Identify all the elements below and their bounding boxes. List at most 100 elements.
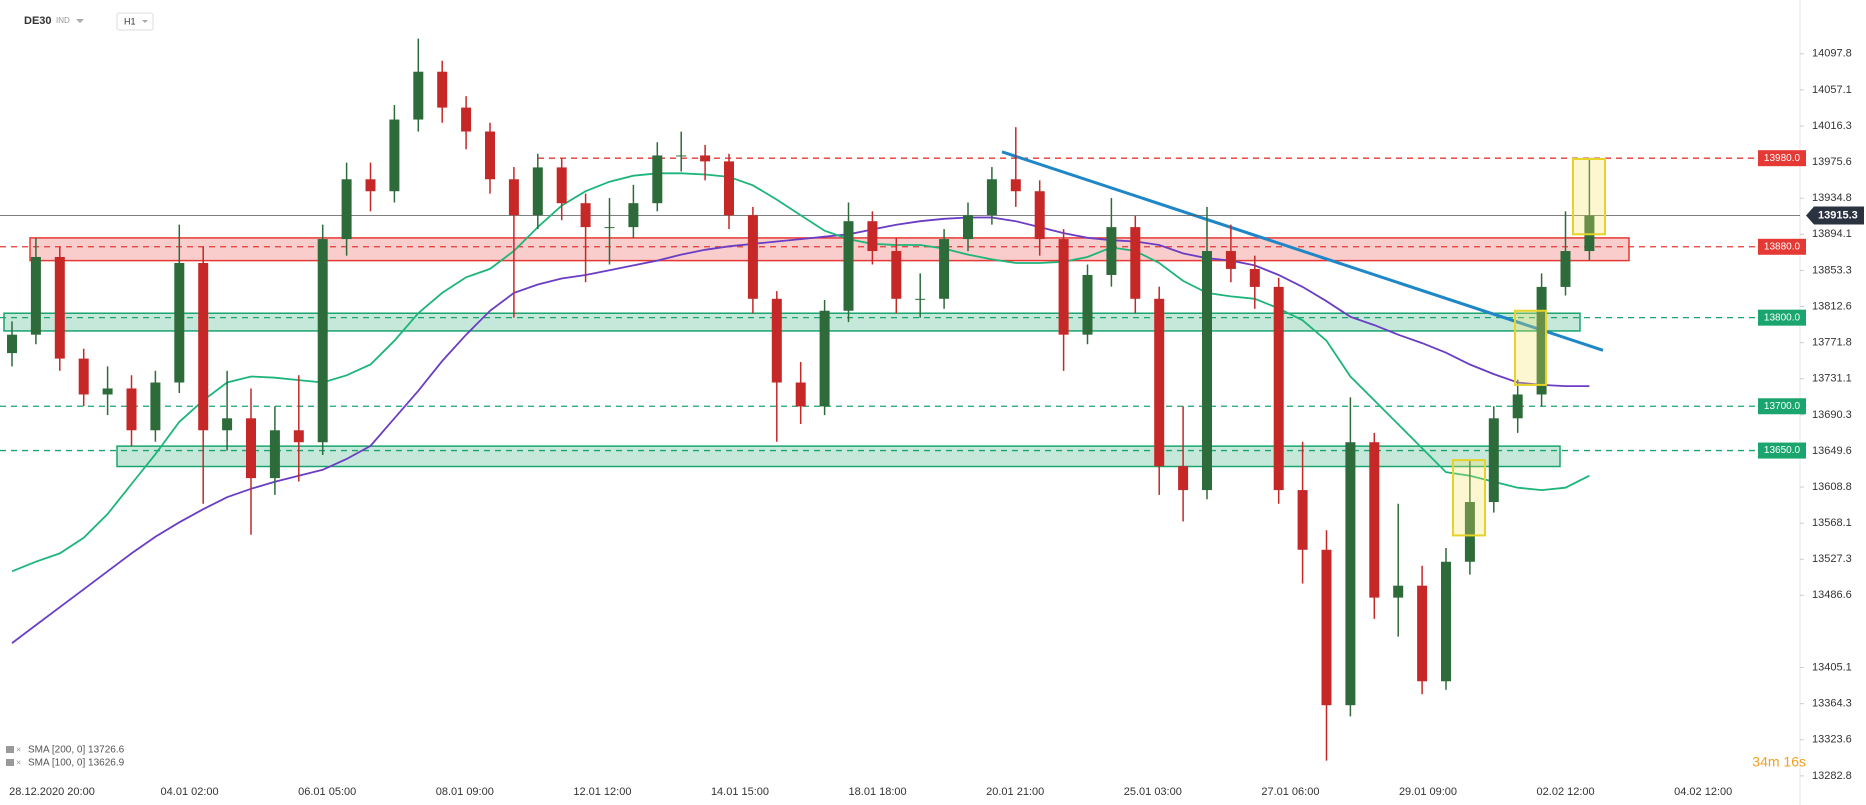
candle-body xyxy=(1417,585,1428,682)
x-tick-label: 25.01 03:00 xyxy=(1124,786,1182,798)
candle-body xyxy=(269,430,280,479)
market: IND xyxy=(56,16,70,25)
x-tick-label: 04.01 02:00 xyxy=(161,786,219,798)
level-label: 13700.0 xyxy=(1764,401,1801,412)
candle-body xyxy=(1130,227,1141,299)
y-tick-label: 13608.8 xyxy=(1812,481,1852,493)
candle-body xyxy=(1393,585,1404,598)
interval-arrow xyxy=(142,20,148,23)
candle-body xyxy=(676,155,687,157)
sma-line xyxy=(11,172,1590,573)
dropdown-arrow[interactable] xyxy=(76,19,84,23)
candle-body xyxy=(1297,490,1308,550)
zone xyxy=(29,237,1630,262)
x-tick-label: 12.01 12:00 xyxy=(573,786,631,798)
legend-icon xyxy=(6,746,14,753)
y-tick-label: 13934.8 xyxy=(1812,192,1852,204)
candle-body xyxy=(198,262,209,431)
candle-body xyxy=(1536,286,1547,395)
candle-body xyxy=(1202,251,1212,491)
legend-entry: SMA [100, 0] 13626.9 xyxy=(28,758,125,769)
candle-body xyxy=(986,179,997,216)
x-tick-label: 06.01 05:00 xyxy=(298,786,356,798)
candle-body xyxy=(7,334,17,354)
candle-body xyxy=(461,107,472,132)
candle-body xyxy=(341,179,352,240)
candle-body xyxy=(174,262,185,383)
y-tick-label: 13364.3 xyxy=(1812,698,1852,710)
candle-body xyxy=(939,239,950,299)
candle-body xyxy=(915,298,926,300)
candle-body xyxy=(317,239,328,443)
candle-body xyxy=(1273,286,1284,491)
level-label-box xyxy=(1758,150,1806,167)
y-tick-label: 13527.3 xyxy=(1812,553,1852,565)
current-price-box xyxy=(1806,206,1864,225)
interval[interactable]: H1 xyxy=(124,16,136,26)
candle-body xyxy=(843,221,854,311)
candle-body xyxy=(1464,502,1475,562)
y-tick-label: 14016.3 xyxy=(1812,120,1852,132)
x-tick-label: 08.01 09:00 xyxy=(436,786,494,798)
y-tick-label: 13690.3 xyxy=(1812,409,1852,421)
x-tick-label: 02.02 12:00 xyxy=(1537,786,1595,798)
y-tick-label: 13894.1 xyxy=(1812,228,1852,240)
candle-body xyxy=(293,430,304,443)
candle-body xyxy=(222,418,233,431)
candle-body xyxy=(389,119,400,192)
level-label: 13650.0 xyxy=(1764,445,1801,456)
candle-body xyxy=(78,358,89,395)
y-tick-label: 14097.8 xyxy=(1812,48,1852,60)
candle-body xyxy=(891,251,902,299)
candle-body xyxy=(246,418,256,479)
candle-body xyxy=(771,298,782,383)
y-tick-label: 14057.1 xyxy=(1812,84,1852,96)
y-tick-label: 13486.6 xyxy=(1812,589,1852,601)
x-tick-label: 29.01 09:00 xyxy=(1399,786,1457,798)
y-tick-label: 13812.6 xyxy=(1812,300,1852,312)
y-tick-label: 13405.1 xyxy=(1812,661,1852,673)
candle-body xyxy=(963,215,973,240)
candle-body xyxy=(1512,394,1523,419)
candle-body xyxy=(1441,561,1451,682)
timer: 34m 16s xyxy=(1752,754,1806,770)
x-tick-label: 14.01 15:00 xyxy=(711,786,769,798)
candle-body xyxy=(867,221,878,252)
level-label-box xyxy=(1758,309,1806,326)
x-tick-label: 20.01 21:00 xyxy=(986,786,1044,798)
level-label-box xyxy=(1758,238,1806,255)
legend-entry: SMA [200, 0] 13726.6 xyxy=(28,745,125,756)
candle-body xyxy=(508,179,519,216)
symbol: DE30 xyxy=(24,15,52,27)
legend-close: × xyxy=(16,757,21,767)
interval-box[interactable] xyxy=(116,12,154,31)
y-tick-label: 13323.6 xyxy=(1812,734,1852,746)
candle-body xyxy=(724,161,734,216)
candle-body xyxy=(628,203,639,228)
candle-body xyxy=(1369,442,1380,598)
highlight-box xyxy=(1572,157,1606,236)
y-tick-label: 13568.1 xyxy=(1812,517,1852,529)
candle-body xyxy=(1106,227,1117,275)
candle-body xyxy=(1345,442,1356,706)
candle-body xyxy=(102,388,113,395)
candle-body xyxy=(604,227,615,229)
candle-body xyxy=(437,71,448,108)
candle-body xyxy=(819,310,830,407)
zone xyxy=(3,312,1581,332)
candle-body xyxy=(1321,549,1332,706)
x-tick-label: 04.02 12:00 xyxy=(1674,786,1732,798)
candle-body xyxy=(1010,179,1021,192)
candle-body xyxy=(1584,215,1595,252)
x-tick-label: 18.01 18:00 xyxy=(849,786,907,798)
candle-body xyxy=(1034,191,1045,240)
candle-body xyxy=(365,179,376,192)
candle-body xyxy=(556,167,567,204)
y-tick-label: 13853.3 xyxy=(1812,264,1852,276)
candle-body xyxy=(1154,298,1165,467)
y-tick-label: 13282.8 xyxy=(1812,770,1852,782)
candle-body xyxy=(1178,466,1189,491)
candle-body xyxy=(485,131,495,180)
